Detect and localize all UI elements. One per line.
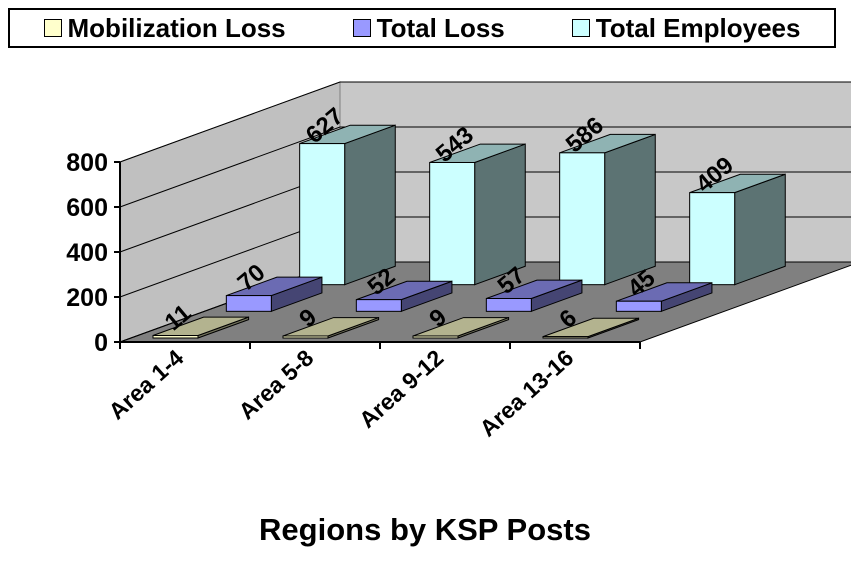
bar-side (474, 143, 526, 286)
bar-front (299, 143, 346, 286)
bar (282, 316, 380, 339)
x-tick-label: Area 1-4 (103, 344, 188, 424)
y-tick-label: 400 (66, 239, 108, 267)
bar (615, 282, 713, 313)
legend-swatch (43, 19, 62, 37)
bar-side (344, 124, 396, 286)
bar (299, 124, 396, 286)
legend-label: Mobilization Loss (67, 12, 286, 43)
legend-item: Total Loss (352, 12, 505, 44)
bar-front (225, 295, 272, 312)
bar-front (689, 192, 736, 286)
x-tick-label: Area 9-12 (354, 344, 448, 433)
bar-front (615, 300, 662, 312)
legend-item: Total Employees (571, 12, 801, 44)
bar (689, 173, 786, 286)
x-tick-label: Area 5-8 (233, 344, 318, 424)
grid-line (119, 81, 851, 163)
bar (355, 280, 453, 313)
bar (542, 317, 640, 339)
bar-front (542, 336, 589, 339)
bar-side (734, 173, 786, 286)
bar-front (152, 335, 199, 339)
bar-front (412, 335, 459, 339)
x-tick-label: Area 13-16 (474, 344, 578, 441)
bar-front (429, 161, 476, 286)
bar (225, 276, 323, 313)
y-tick-label: 200 (66, 284, 108, 312)
legend: Mobilization Loss Total Loss Total Employe… (8, 8, 836, 48)
bar-side (604, 133, 656, 286)
bar (412, 316, 510, 339)
y-tick-label: 600 (66, 194, 108, 222)
y-tick-label: 800 (66, 149, 108, 177)
legend-swatch (571, 19, 590, 37)
legend-label: Total Employees (595, 12, 801, 43)
grid-line (119, 126, 851, 208)
bar-front (282, 335, 329, 339)
x-axis-label: Regions by KSP Posts (259, 512, 591, 547)
y-tick-label: 0 (94, 329, 108, 357)
bar-front (355, 299, 402, 312)
legend-item: Mobilization Loss (43, 12, 286, 44)
bar-front (559, 152, 606, 286)
bar (559, 133, 656, 286)
bar (485, 279, 583, 313)
legend-swatch (352, 19, 371, 37)
bar (429, 143, 526, 286)
legend-label: Total Loss (376, 12, 505, 43)
bar-front (485, 298, 532, 312)
bar (152, 316, 250, 339)
